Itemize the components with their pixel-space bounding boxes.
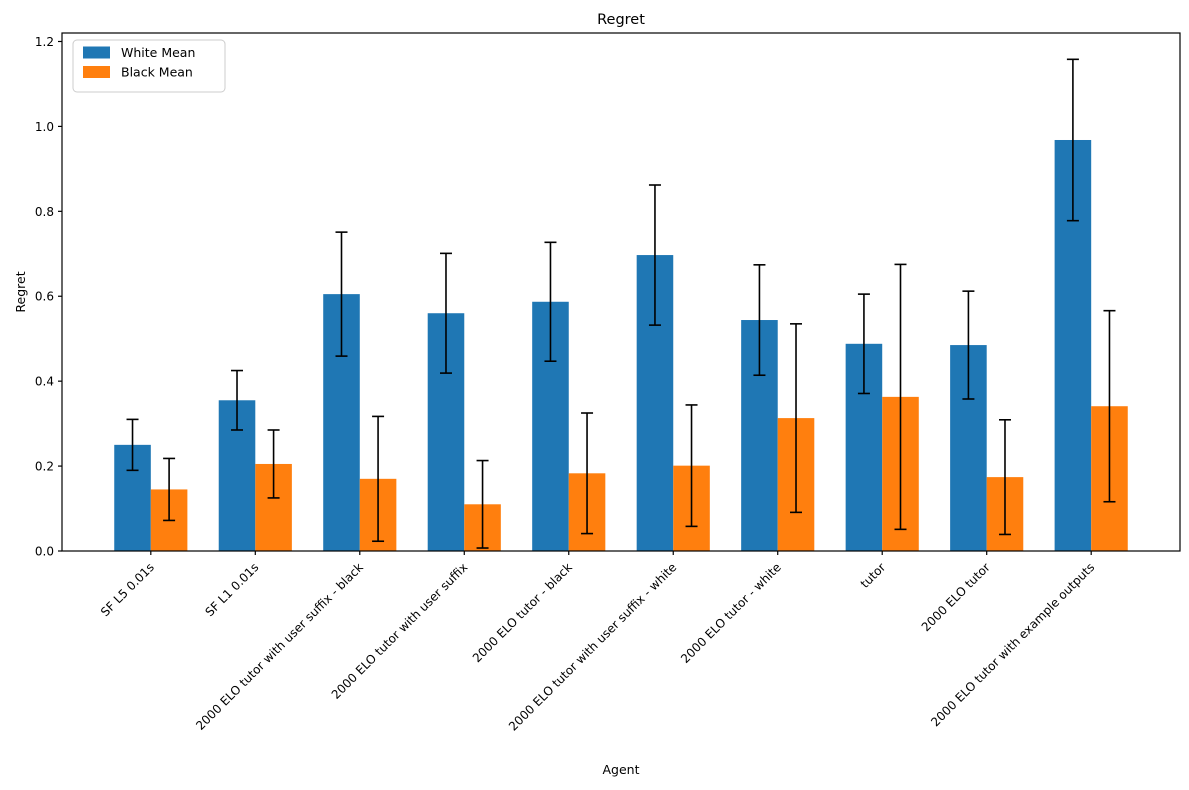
x-tick-label: 2000 ELO tutor (919, 560, 993, 634)
legend-label: White Mean (121, 45, 195, 60)
x-tick-label: 2000 ELO tutor with user suffix - white (506, 560, 679, 733)
y-tick-label: 1.2 (35, 35, 54, 49)
y-axis-label: Regret (13, 271, 28, 312)
legend-swatch (83, 46, 110, 59)
error-bars-black-mean (163, 263, 1116, 549)
legend-swatch (83, 66, 110, 78)
legend-box (72, 39, 226, 93)
y-tick-label: 0.8 (35, 205, 54, 219)
legend-label: Black Mean (121, 65, 193, 80)
x-tick-label: 2000 ELO tutor with user suffix - black (193, 560, 366, 733)
x-tick-label: 2000 ELO tutor - black (470, 560, 575, 665)
y-tick-label: 0.4 (35, 375, 54, 389)
x-tick-label: 2000 ELO tutor with example outputs (928, 560, 1097, 729)
y-ticks: 0.0 0.2 0.4 0.6 0.8 1.0 1.2 (35, 35, 62, 559)
x-axis-label: Agent (603, 762, 640, 777)
y-tick-label: 0.0 (35, 545, 54, 559)
y-tick-label: 1.0 (35, 120, 54, 134)
legend: White Mean Black Mean (72, 39, 226, 93)
plot-area: 0.0 0.2 0.4 0.6 0.8 1.0 1.2 SF L5 0.01s SF L1 0.… (35, 32, 1181, 734)
y-tick-label: 0.6 (35, 290, 54, 304)
plot-spines (61, 32, 1181, 552)
bars-white-mean (114, 139, 1092, 552)
x-tick-label: SF L1 0.01s (202, 560, 261, 619)
x-tick-label: SF L5 0.01s (98, 560, 157, 619)
x-tick-label: tutor (858, 560, 889, 591)
y-tick-label: 0.2 (35, 460, 54, 474)
x-tick-label: 2000 ELO tutor - white (678, 560, 784, 666)
chart-title: Regret (597, 12, 645, 28)
error-bars-white-mean (126, 58, 1079, 472)
